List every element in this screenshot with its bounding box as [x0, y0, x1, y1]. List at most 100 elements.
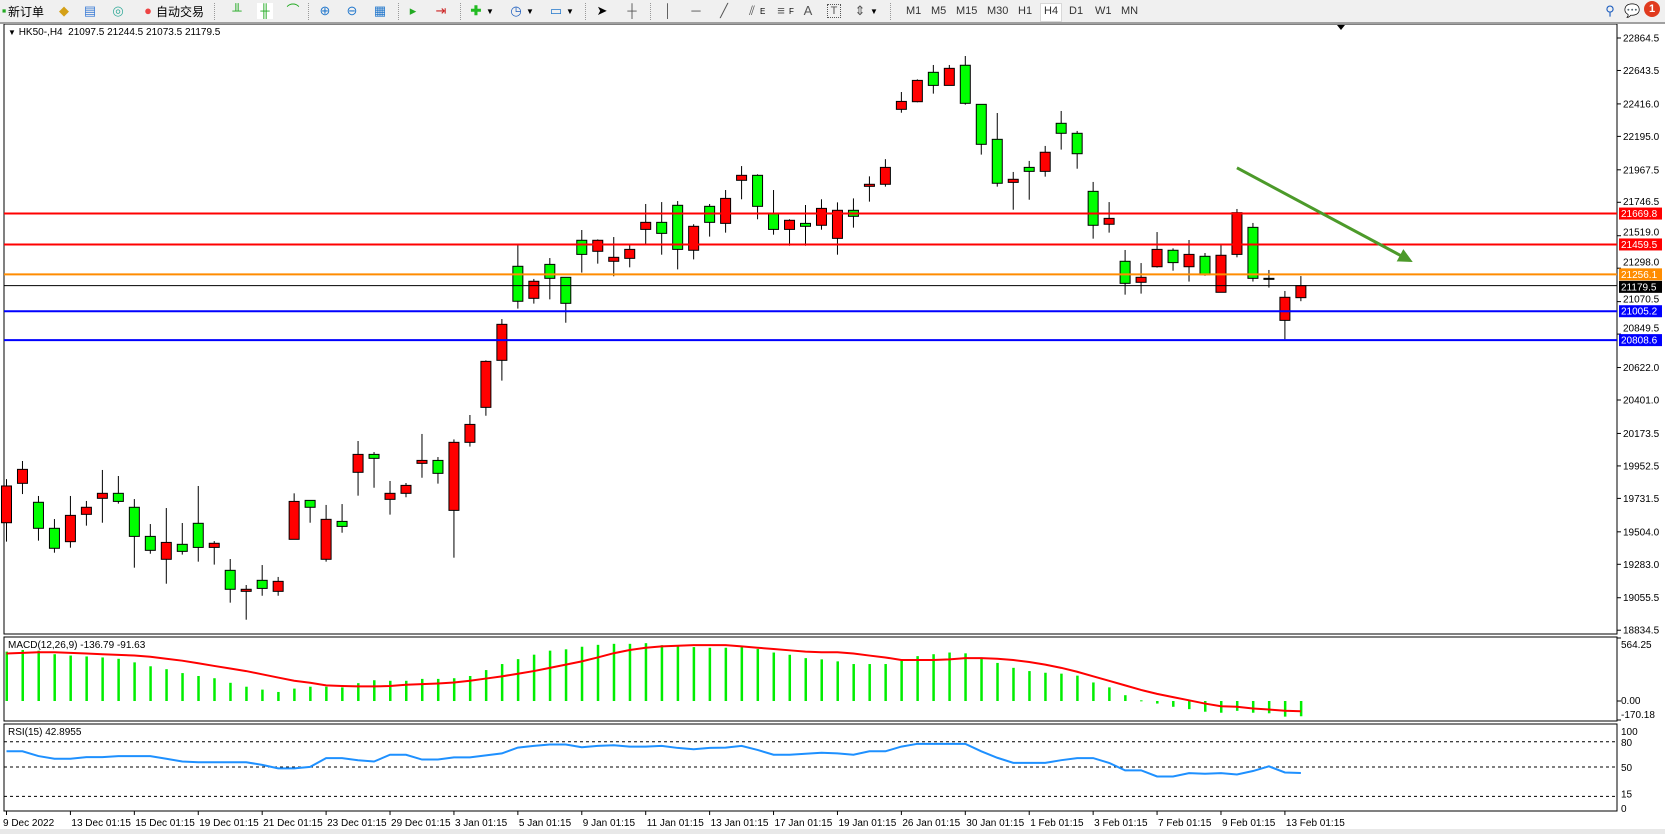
timeframe-d1[interactable]: D1	[1069, 5, 1084, 17]
equidistant-channel-tool[interactable]: ⫽ E	[744, 2, 765, 20]
candle	[368, 452, 380, 488]
timeframe-h1[interactable]: H1	[1018, 5, 1033, 17]
arrows-tool[interactable]: ⇕ ▼	[852, 2, 878, 20]
candle	[1055, 110, 1067, 150]
macd-histogram-bar	[740, 647, 744, 701]
timeframe-m1[interactable]: M1	[906, 5, 922, 17]
date-tick-label: 5 Jan 01:15	[519, 818, 572, 829]
macd-histogram-bar	[484, 670, 488, 701]
line-chart-icon: ⌒	[286, 3, 300, 18]
candle	[911, 79, 923, 103]
candle	[496, 319, 508, 381]
macd-histogram-bar	[436, 678, 440, 701]
candle-body	[1231, 212, 1243, 255]
chart-shift-button[interactable]: ⇥	[433, 2, 449, 20]
signals-button[interactable]: ◎	[110, 2, 126, 20]
candle	[688, 224, 700, 260]
date-tick-label: 23 Dec 01:15	[327, 818, 387, 829]
chart-ohlc-label: 21097.5 21244.5 21073.5 21179.5	[68, 27, 221, 38]
timeframe-m15[interactable]: M15	[956, 5, 978, 17]
text-tool[interactable]: A	[800, 2, 816, 20]
messages-button[interactable]: 💬	[1624, 2, 1640, 20]
market-watch-button[interactable]: ◆	[56, 2, 72, 20]
autoscroll-button[interactable]: ▸	[405, 2, 421, 20]
toolbar: ▪ 新订单 ◆ ▤ ◎ ● 自动交易 ╨ ╫ ⌒ ⊕ ⊖ ▦ ▸ ⇥ ✚ ▼ ◷ ▼ ▭…	[0, 0, 1665, 24]
macd-histogram-bar	[1299, 700, 1303, 717]
bar-chart-button[interactable]: ╨	[229, 2, 245, 20]
vertical-line-icon: │	[663, 3, 673, 18]
candles	[1, 56, 1307, 620]
auto-trading-icon: ●	[144, 3, 152, 18]
candle-body	[192, 522, 204, 548]
chart-shift-marker-icon	[1337, 25, 1345, 30]
macd-histogram-bar	[420, 678, 424, 701]
timeframe-w1[interactable]: W1	[1095, 5, 1112, 17]
macd-histogram-bar	[692, 647, 696, 701]
zoom-out-icon: ⊖	[346, 3, 358, 18]
indicators-button[interactable]: ▭ ▼	[548, 2, 574, 20]
separator	[890, 3, 892, 20]
price-tick-label: 19731.5	[1623, 494, 1660, 505]
auto-trading-button[interactable]: ● 自动交易	[140, 2, 204, 20]
macd-histogram-bar	[1060, 673, 1063, 701]
candle-body	[1167, 249, 1179, 264]
candle-body	[240, 588, 252, 592]
timeframe-m30[interactable]: M30	[987, 5, 1009, 17]
macd-histogram-bar	[996, 662, 999, 701]
candle-body	[831, 209, 843, 239]
candle-body	[352, 453, 364, 473]
candle	[336, 504, 348, 533]
candle-body	[384, 492, 396, 500]
macd-histogram-bar	[1108, 687, 1111, 701]
candle	[528, 278, 540, 304]
line-chart-button[interactable]: ⌒	[285, 2, 301, 20]
candlestick-button[interactable]: ╫	[257, 2, 273, 20]
macd-histogram-bar	[548, 650, 552, 701]
chart-header: ▼ HK50-,H4 21097.5 21244.5 21073.5 21179…	[8, 27, 220, 38]
trendline-tool[interactable]: ╱	[716, 2, 732, 20]
candle	[975, 103, 987, 155]
new-chart-button[interactable]: ✚ ▼	[468, 2, 494, 20]
text-label-tool[interactable]: T	[827, 2, 841, 20]
timeframe-h4[interactable]: H4	[1040, 3, 1063, 22]
macd-histogram-bar	[564, 649, 568, 701]
navigator-button[interactable]: ▤	[82, 2, 98, 20]
crosshair-tool[interactable]: ┼	[624, 2, 640, 20]
new-order-button[interactable]: ▪ 新订单	[0, 2, 44, 20]
candle	[512, 244, 524, 309]
candle-body	[48, 527, 60, 549]
candle-body	[16, 468, 28, 484]
candle-body	[991, 138, 1003, 184]
zoom-out-button[interactable]: ⊖	[344, 2, 360, 20]
timeframe-m5[interactable]: M5	[931, 5, 947, 17]
search-button[interactable]: ⚲	[1602, 2, 1618, 20]
macd-histogram-bar	[197, 675, 200, 701]
candle-body	[1039, 151, 1051, 172]
timeframe-mn[interactable]: MN	[1121, 5, 1139, 17]
macd-histogram-bar	[1251, 700, 1255, 713]
separator	[650, 3, 652, 20]
level-price-label: 21179.5	[1621, 282, 1657, 293]
candle-body	[1263, 277, 1275, 280]
tile-windows-button[interactable]: ▦	[372, 2, 388, 20]
collapse-triangle-icon[interactable]: ▼	[8, 28, 16, 37]
macd-histogram-bar	[1028, 671, 1031, 701]
macd-histogram-bar	[916, 656, 919, 701]
price-tick-label: 20622.0	[1623, 363, 1660, 374]
status-strip	[0, 829, 1665, 834]
fibonacci-tool[interactable]: ≡ F	[773, 2, 794, 20]
candle-body	[512, 265, 524, 302]
horizontal-line-tool[interactable]: ─	[688, 2, 704, 20]
macd-histogram-bar	[932, 654, 935, 701]
candle	[400, 483, 412, 498]
zoom-in-button[interactable]: ⊕	[317, 2, 333, 20]
candle	[1199, 253, 1211, 276]
macd-histogram-bar	[165, 669, 168, 701]
candle	[1135, 263, 1147, 294]
vertical-line-tool[interactable]: │	[660, 2, 676, 20]
rsi-label: RSI(15) 42.8955	[8, 727, 82, 738]
periods-button[interactable]: ◷ ▼	[508, 2, 534, 20]
cursor-tool[interactable]: ➤	[594, 2, 610, 20]
candlestick-icon: ╫	[257, 3, 273, 19]
